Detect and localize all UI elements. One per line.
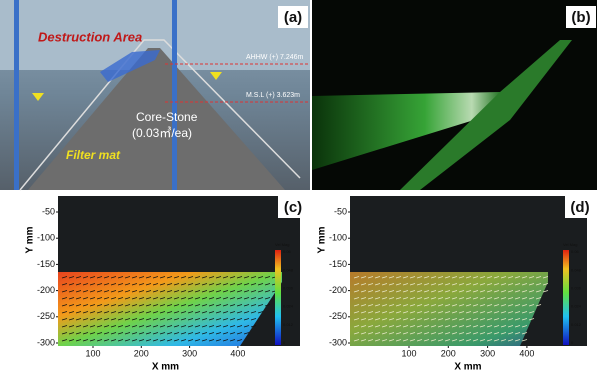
y-axis-title: Y mm [25, 226, 36, 253]
colorbar-tick-label: 0.024 [571, 304, 582, 309]
x-tick-label: 400 [519, 348, 534, 358]
panel-c: Vel Mag0.060.0480.0360.0240.0120-50-100-… [0, 192, 310, 376]
y-tick-label: -150 [37, 259, 55, 269]
y-tick-label: -200 [329, 285, 347, 295]
colorbar [275, 250, 281, 345]
colorbar-tick-label: 0.048 [571, 267, 582, 272]
x-tick-label: 100 [401, 348, 416, 358]
annotation: Filter mat [66, 148, 121, 162]
y-tick-label: -200 [37, 285, 55, 295]
x-tick-label: 300 [480, 348, 495, 358]
annotation: Destruction Area [38, 29, 142, 44]
y-tick-label: -300 [37, 337, 55, 347]
colorbar-tick-label: 0.024 [283, 304, 294, 309]
colorbar-tick-label: 0.012 [283, 322, 294, 327]
x-tick-label: 100 [85, 348, 100, 358]
y-tick-label: -100 [37, 233, 55, 243]
colorbar-title: Vel Mag [563, 242, 577, 247]
y-tick-label: -100 [329, 233, 347, 243]
velocity-field [350, 272, 548, 346]
annotation: M.S.L (+) 3.623m [246, 92, 300, 99]
colorbar-tick-label: 0.036 [283, 285, 294, 290]
x-tick-label: 200 [441, 348, 456, 358]
colorbar-tick-label: 0.036 [571, 285, 582, 290]
y-tick-label: -50 [42, 206, 55, 216]
x-axis-title: X mm [152, 362, 179, 373]
panel-label: (b) [571, 9, 590, 26]
y-tick-label: -150 [329, 259, 347, 269]
panel-label: (c) [284, 199, 302, 216]
panel-a: Destruction Area AHHW (+) 7.246m M.S.L (… [0, 0, 310, 190]
frame [14, 0, 19, 190]
panel-label: (a) [284, 9, 302, 26]
figure: Destruction Area AHHW (+) 7.246m M.S.L (… [0, 0, 597, 376]
y-tick-label: -250 [329, 311, 347, 321]
y-axis-title: Y mm [317, 226, 328, 253]
annotation: AHHW (+) 7.246m [246, 54, 304, 61]
x-tick-label: 200 [134, 348, 149, 358]
y-tick-label: -50 [334, 206, 347, 216]
panel-label: (d) [570, 199, 589, 216]
colorbar [563, 250, 569, 345]
colorbar-tick-label: 0.06 [571, 249, 580, 254]
colorbar-tick-label: 0.012 [571, 322, 582, 327]
panel-b: (b) [312, 0, 597, 190]
frame [172, 0, 177, 190]
annotation: Core-Stone [136, 110, 198, 124]
panel-d: Vel Mag0.060.0480.0360.0240.0120-50-100-… [312, 192, 597, 376]
y-tick-label: -300 [329, 337, 347, 347]
x-tick-label: 400 [230, 348, 245, 358]
y-tick-label: -250 [37, 311, 55, 321]
colorbar-tick-label: 0.048 [283, 267, 294, 272]
colorbar-title: Vel Mag [275, 242, 289, 247]
x-tick-label: 300 [182, 348, 197, 358]
colorbar-tick-label: 0.06 [283, 249, 292, 254]
x-axis-title: X mm [454, 362, 481, 373]
annotation: (0.03㎥/ea) [132, 126, 192, 140]
